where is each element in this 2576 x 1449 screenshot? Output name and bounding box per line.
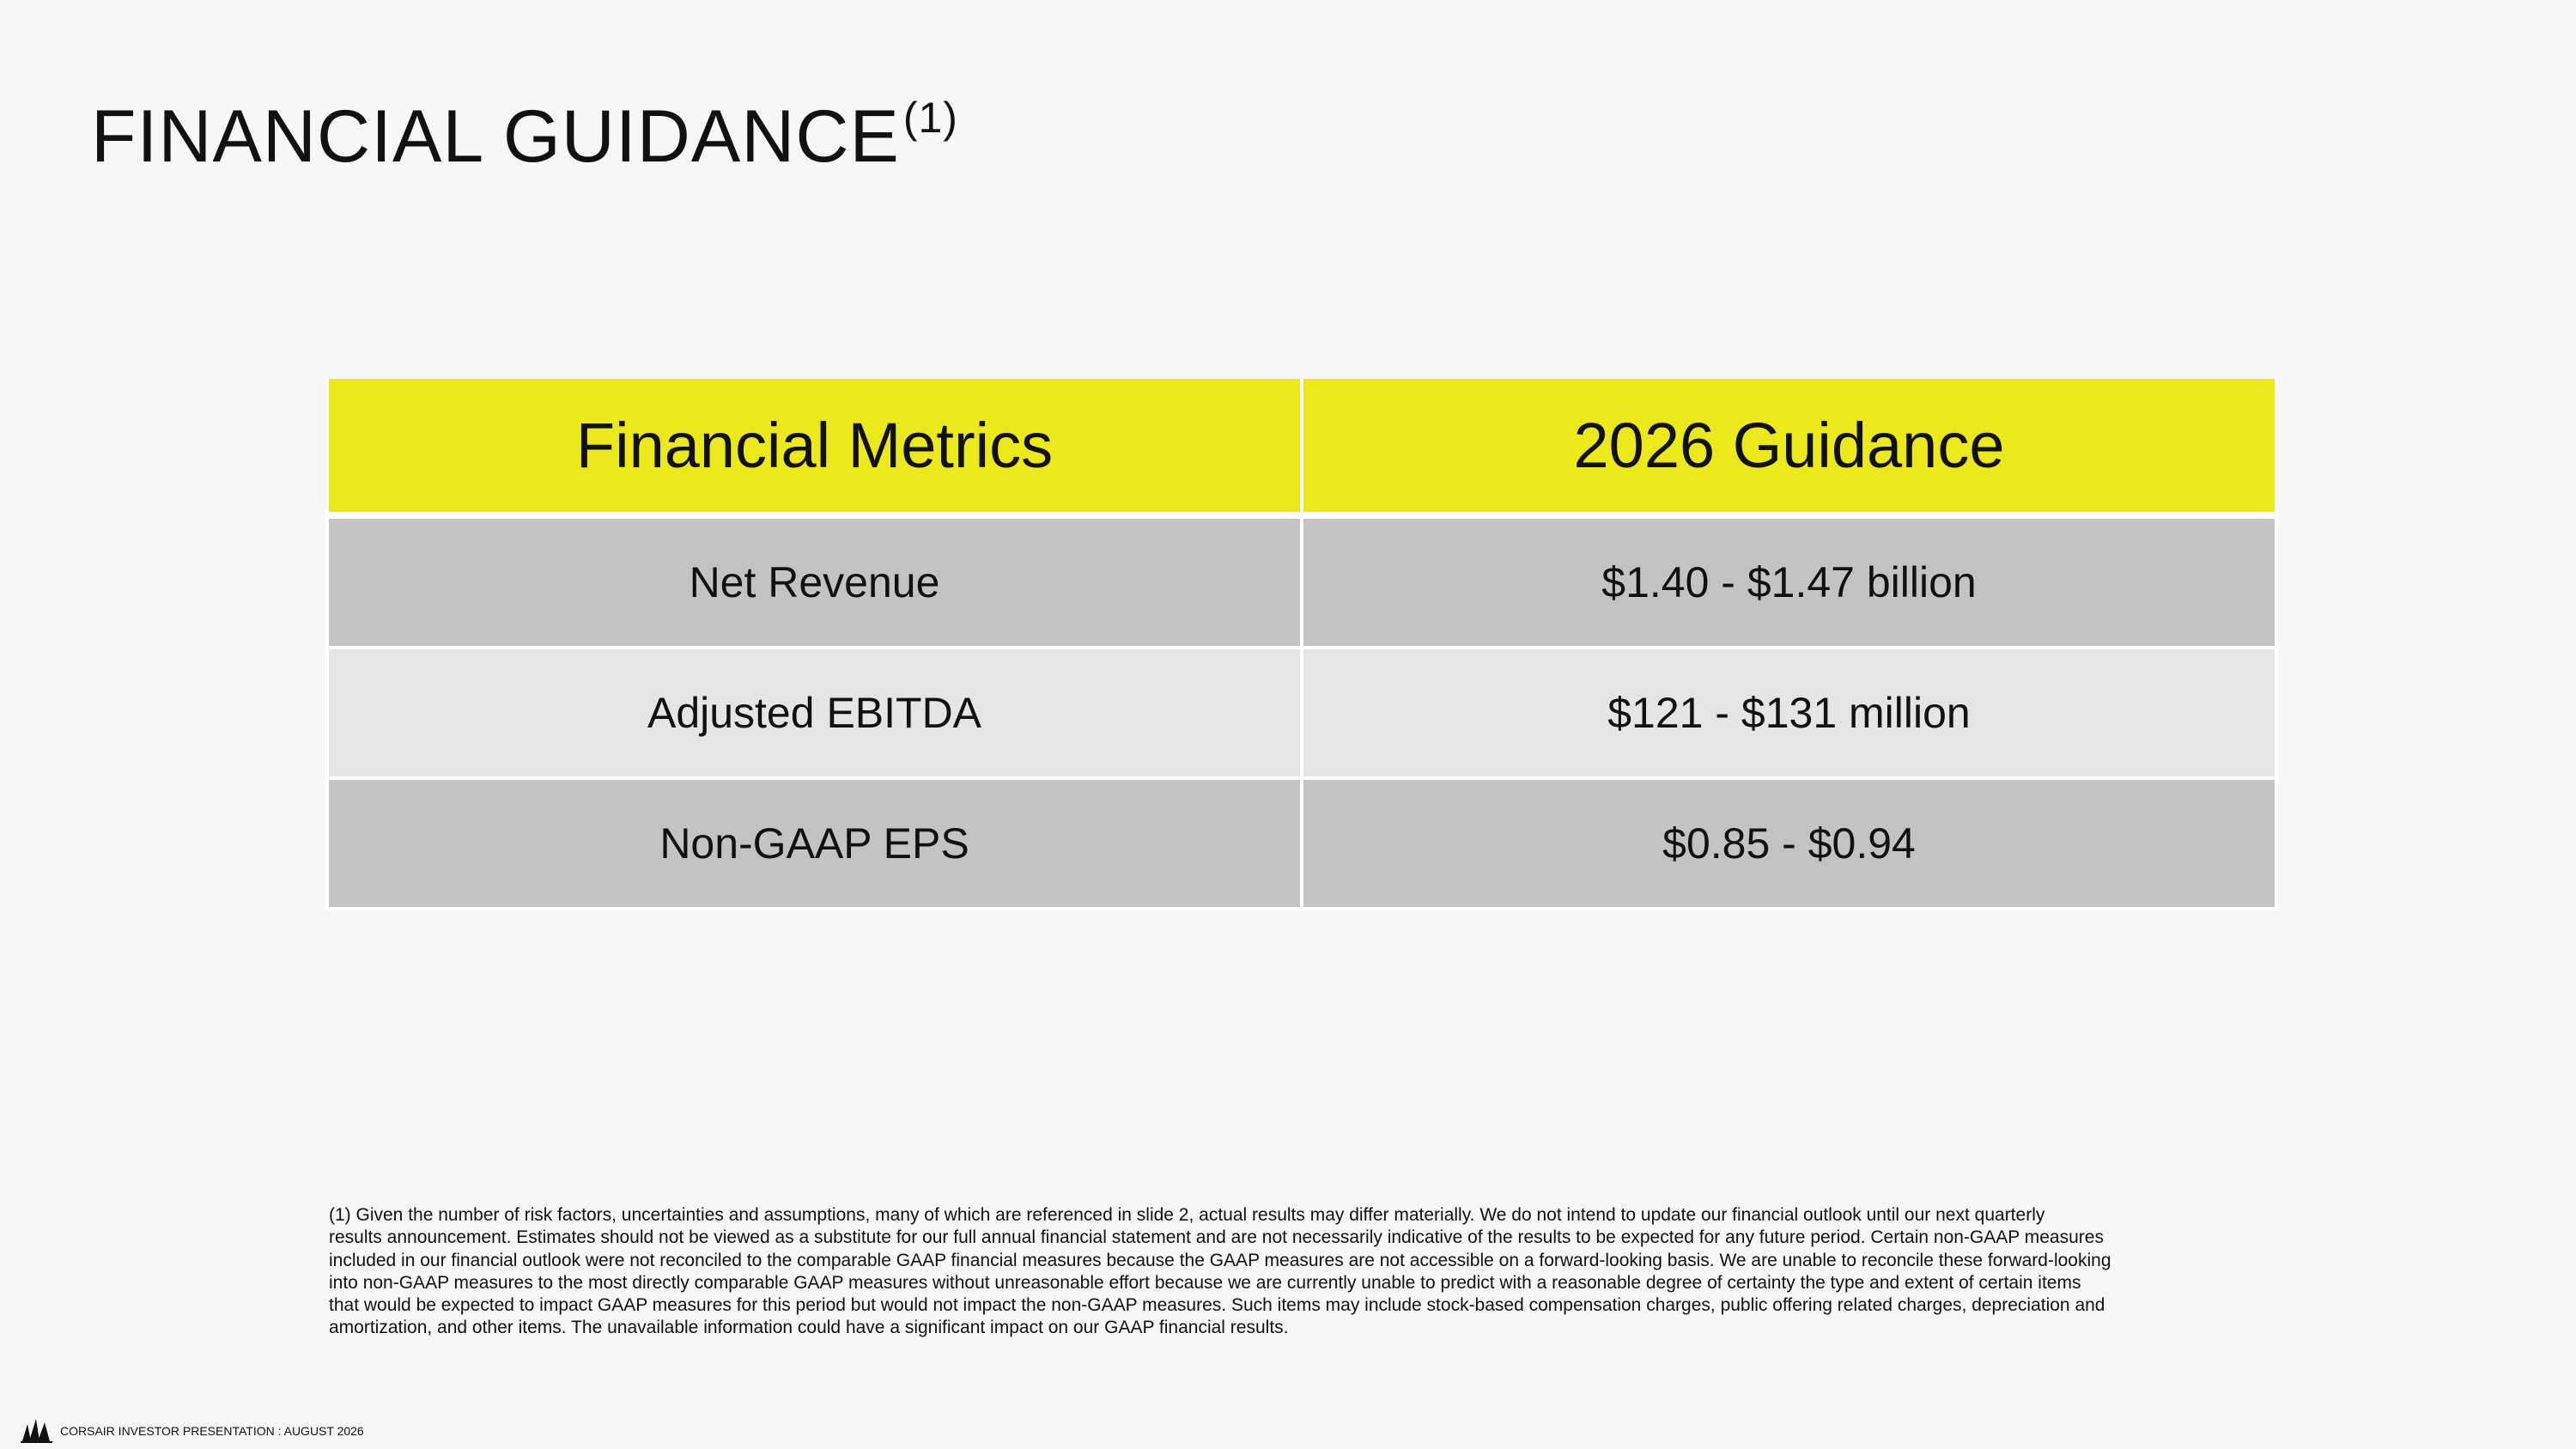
column-header: Financial Metrics bbox=[325, 379, 1303, 519]
row: Adjusted EBITDA $121 - $131 million bbox=[325, 648, 2278, 780]
footnote-line: included in our financial outlook were n… bbox=[329, 1250, 2111, 1270]
footer-text: CORSAIR INVESTOR PRESENTATION : AUGUST 2… bbox=[60, 1424, 364, 1438]
cell: $0.85 - $0.94 bbox=[1300, 778, 2278, 910]
cell: Adjusted EBITDA bbox=[325, 648, 1303, 780]
footnote-line: amortization, and other items. The unava… bbox=[329, 1318, 1289, 1338]
row: Non-GAAP EPS $0.85 - $0.94 bbox=[325, 778, 2278, 910]
cell: Non-GAAP EPS bbox=[325, 778, 1303, 910]
cell: Net Revenue bbox=[325, 515, 1303, 649]
footnote-line: into non-GAAP measures to the most direc… bbox=[329, 1272, 2081, 1293]
footnote: (1) Given the number of risk factors, un… bbox=[329, 1204, 2111, 1340]
slide-title: FINANCIAL GUIDANCE(1) bbox=[91, 93, 958, 180]
footnote-line: that would be expected to impact GAAP me… bbox=[329, 1295, 2105, 1316]
logo bbox=[21, 1419, 53, 1443]
guidance-table: Financial Metrics 2026 Guidance Net Reve… bbox=[325, 379, 2278, 910]
cell: $121 - $131 million bbox=[1300, 648, 2278, 780]
column-header: 2026 Guidance bbox=[1300, 379, 2278, 519]
header-row: Financial Metrics 2026 Guidance bbox=[325, 379, 2278, 519]
cell: $1.40 - $1.47 billion bbox=[1300, 515, 2278, 649]
title-text: FINANCIAL GUIDANCE bbox=[91, 95, 900, 178]
footnote-line: results announcement. Estimates should n… bbox=[329, 1227, 2104, 1248]
footnote-line: (1) Given the number of risk factors, un… bbox=[329, 1205, 2045, 1225]
title-note: (1) bbox=[902, 94, 958, 142]
row: Net Revenue $1.40 - $1.47 billion bbox=[325, 515, 2278, 649]
